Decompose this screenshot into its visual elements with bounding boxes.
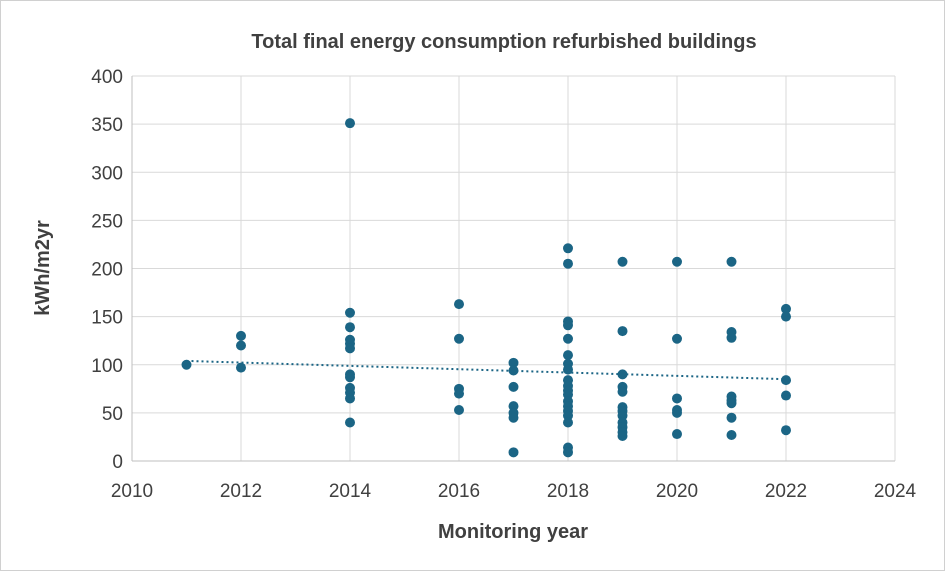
x-axis-title: Monitoring year bbox=[438, 521, 588, 543]
data-point bbox=[563, 333, 573, 344]
data-point bbox=[781, 390, 791, 401]
data-point bbox=[345, 322, 355, 333]
data-point bbox=[672, 333, 682, 344]
data-point bbox=[617, 256, 628, 267]
data-point bbox=[563, 447, 573, 458]
data-point bbox=[563, 258, 573, 269]
x-tick-label: 2020 bbox=[656, 481, 698, 502]
data-point bbox=[726, 398, 737, 409]
data-point bbox=[508, 412, 519, 423]
data-point bbox=[236, 362, 246, 373]
data-point bbox=[345, 417, 355, 428]
y-tick-label: 50 bbox=[102, 404, 123, 425]
y-tick-label: 300 bbox=[91, 163, 123, 184]
tick-labels: 0 50 100 150 200 250 300 350 400 2010 2012 2014 2016… bbox=[91, 67, 916, 502]
data-point bbox=[563, 243, 573, 254]
trendline bbox=[186, 359, 787, 381]
x-tick-label: 2012 bbox=[220, 481, 262, 502]
x-tick-label: 2024 bbox=[874, 481, 917, 502]
x-tick-label: 2022 bbox=[765, 481, 807, 502]
data-point bbox=[508, 447, 519, 458]
data-point bbox=[726, 256, 737, 267]
y-tick-label: 150 bbox=[91, 308, 123, 329]
data-point bbox=[672, 429, 682, 440]
data-point bbox=[508, 365, 519, 376]
data-point bbox=[672, 393, 682, 404]
data-point bbox=[781, 311, 791, 322]
data-point bbox=[617, 430, 628, 441]
y-tick-label: 250 bbox=[91, 211, 123, 232]
x-tick-label: 2016 bbox=[438, 481, 480, 502]
y-tick-label: 200 bbox=[91, 260, 123, 281]
data-point bbox=[726, 412, 737, 423]
x-tick-label: 2010 bbox=[111, 481, 153, 502]
data-point bbox=[672, 256, 682, 267]
trendline-group bbox=[186, 359, 787, 381]
data-point bbox=[781, 303, 791, 314]
data-point bbox=[617, 386, 628, 397]
data-point bbox=[454, 388, 464, 399]
data-point bbox=[454, 299, 464, 310]
data-point bbox=[508, 381, 519, 392]
data-point bbox=[726, 332, 737, 343]
data-point bbox=[345, 393, 355, 404]
data-point bbox=[236, 330, 246, 341]
x-tick-label: 2018 bbox=[547, 481, 589, 502]
data-point bbox=[563, 417, 573, 428]
data-point bbox=[345, 343, 355, 354]
data-point bbox=[454, 404, 464, 415]
y-tick-label: 350 bbox=[91, 115, 123, 136]
x-tick-label: 2014 bbox=[329, 481, 372, 502]
y-tick-label: 0 bbox=[112, 452, 123, 473]
chart-title: Total final energy consumption refurbish… bbox=[251, 31, 756, 53]
data-point bbox=[563, 364, 573, 375]
data-point bbox=[345, 307, 355, 318]
data-point bbox=[181, 359, 192, 370]
data-point bbox=[563, 350, 573, 361]
data-point bbox=[236, 340, 246, 351]
data-points bbox=[181, 118, 791, 458]
data-point bbox=[345, 372, 355, 383]
data-point bbox=[672, 407, 682, 418]
data-point bbox=[781, 425, 791, 436]
y-axis-title: kWh/m2yr bbox=[32, 220, 54, 316]
data-point bbox=[781, 375, 791, 386]
data-point bbox=[508, 357, 519, 368]
data-point bbox=[726, 430, 737, 441]
axes bbox=[131, 76, 895, 462]
data-point bbox=[617, 326, 628, 337]
data-point bbox=[345, 118, 355, 129]
data-point bbox=[617, 369, 628, 380]
y-tick-label: 100 bbox=[91, 356, 123, 377]
data-point bbox=[454, 333, 464, 344]
y-tick-label: 400 bbox=[91, 67, 123, 88]
data-point bbox=[563, 320, 573, 331]
